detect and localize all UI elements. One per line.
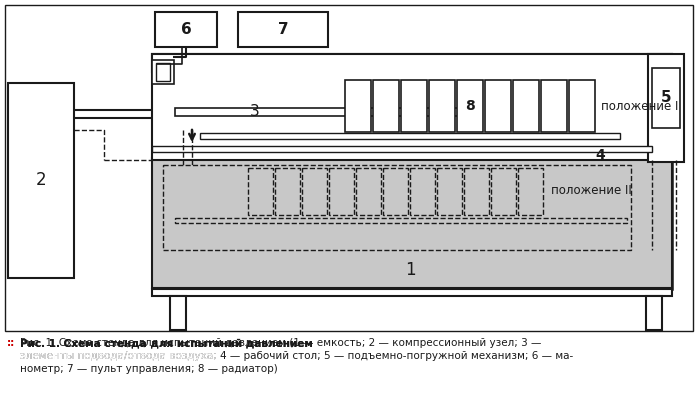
Bar — [437, 168, 462, 215]
Bar — [652, 68, 680, 128]
Bar — [457, 80, 483, 132]
Bar — [383, 168, 408, 215]
Bar — [152, 289, 672, 296]
Bar — [569, 80, 595, 132]
Bar — [648, 54, 684, 162]
Text: 3: 3 — [250, 104, 260, 120]
Text: 2: 2 — [36, 171, 46, 189]
Bar — [410, 168, 435, 215]
Bar — [491, 168, 516, 215]
Text: нометр; 7 — пульт управления; 8 — радиатор): нометр; 7 — пульт управления; 8 — радиат… — [20, 364, 278, 374]
Bar — [485, 80, 511, 132]
Bar — [464, 168, 489, 215]
Text: элементы подвода/отвода воздуха; 4 — рабочий стол; 5 — подъемно-погружной механи: элементы подвода/отвода воздуха; 4 — раб… — [20, 351, 573, 361]
Bar — [152, 60, 672, 66]
Bar — [175, 218, 627, 223]
Bar — [373, 80, 399, 132]
Text: 8: 8 — [465, 99, 475, 113]
Text: элементы подвода/отвода воздуха;: элементы подвода/отвода воздуха; — [20, 351, 220, 361]
Bar — [329, 168, 354, 215]
Bar — [646, 296, 662, 330]
Text: положение II: положение II — [551, 184, 631, 197]
Bar — [541, 80, 567, 132]
Text: 7: 7 — [278, 22, 288, 36]
Bar — [275, 168, 300, 215]
Bar — [170, 296, 186, 330]
Bar — [152, 158, 672, 288]
Bar — [356, 168, 381, 215]
Bar — [513, 80, 539, 132]
Bar — [302, 168, 327, 215]
Text: Рис. 1. Схема стенда для испытаний давлением (1 — емкость; 2 — компрессионный уз: Рис. 1. Схема стенда для испытаний давле… — [20, 338, 541, 348]
Bar — [163, 165, 631, 250]
Text: 6: 6 — [181, 22, 191, 36]
Text: 4: 4 — [595, 148, 605, 162]
Text: Рис. 1. Схема стенда для испытаний давлением: Рис. 1. Схема стенда для испытаний давле… — [20, 338, 313, 348]
Bar — [152, 54, 672, 72]
Bar — [518, 168, 543, 215]
Bar — [401, 80, 427, 132]
Bar — [152, 54, 672, 289]
Text: 5: 5 — [661, 91, 671, 106]
Bar — [238, 12, 328, 47]
Bar — [345, 80, 371, 132]
Text: Рис. 1. Схема стенда для испытаний давлением: Рис. 1. Схема стенда для испытаний давле… — [20, 338, 313, 348]
Text: положение I: положение I — [601, 100, 678, 113]
Bar — [152, 54, 672, 160]
Bar — [8, 83, 74, 278]
Bar — [156, 63, 170, 81]
Bar — [429, 80, 455, 132]
Bar — [155, 12, 217, 47]
Bar — [152, 54, 672, 162]
Bar — [152, 60, 174, 84]
Bar — [248, 168, 273, 215]
Bar — [200, 133, 620, 139]
Bar — [175, 108, 475, 116]
Bar — [5, 5, 693, 331]
Bar — [152, 146, 652, 152]
Text: ::: :: — [7, 338, 15, 348]
Text: 1: 1 — [405, 261, 415, 279]
